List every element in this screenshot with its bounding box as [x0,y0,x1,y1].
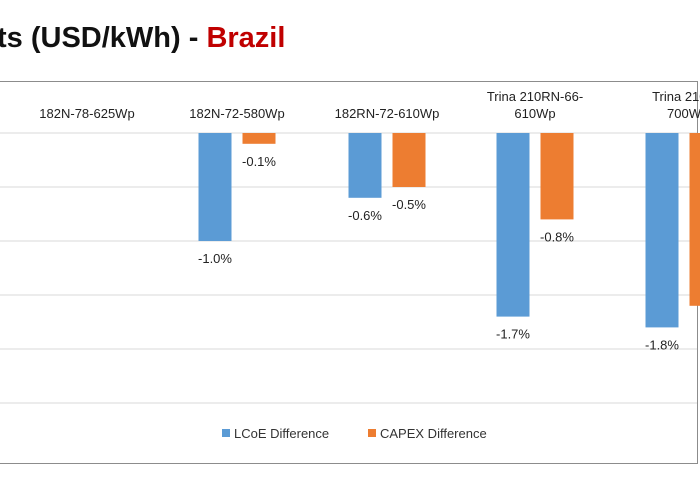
capex-data-label: -0.5% [392,197,426,212]
legend-label-lcoe: LCoE Difference [234,426,329,441]
category-label: 700W [667,106,700,121]
category-label: Trina 210RN-66- [487,89,583,104]
legend-label-capex: CAPEX Difference [380,426,487,441]
capex-data-label: -0.8% [540,229,574,244]
capex-bar [540,133,574,220]
chart-title-text: ts (USD/kWh) - [0,22,207,54]
category-label: 182RN-72-610Wp [335,106,440,121]
capex-bar [689,133,700,306]
category-label: 610Wp [514,106,555,121]
chart-title: ts (USD/kWh) - Brazil [0,22,285,55]
capex-bar [392,133,426,187]
capex-data-label: -0.1% [242,154,276,169]
lcoe-bar [198,133,232,241]
lcoe-data-label: -1.8% [645,337,679,352]
chart-title-accent: Brazil [206,22,286,54]
category-label: 182N-78-625Wp [39,106,134,121]
legend-swatch-capex [368,429,376,437]
lcoe-data-label: -1.0% [198,251,232,266]
lcoe-data-label: -1.7% [496,327,530,342]
category-label: Trina 210R [652,89,700,104]
capex-bar [242,133,276,144]
lcoe-bar [645,133,679,328]
lcoe-bar [496,133,530,317]
lcoe-bar [348,133,382,198]
category-label: 182N-72-580Wp [189,106,284,121]
lcoe-data-label: -0.6% [348,208,382,223]
legend-swatch-lcoe [222,429,230,437]
